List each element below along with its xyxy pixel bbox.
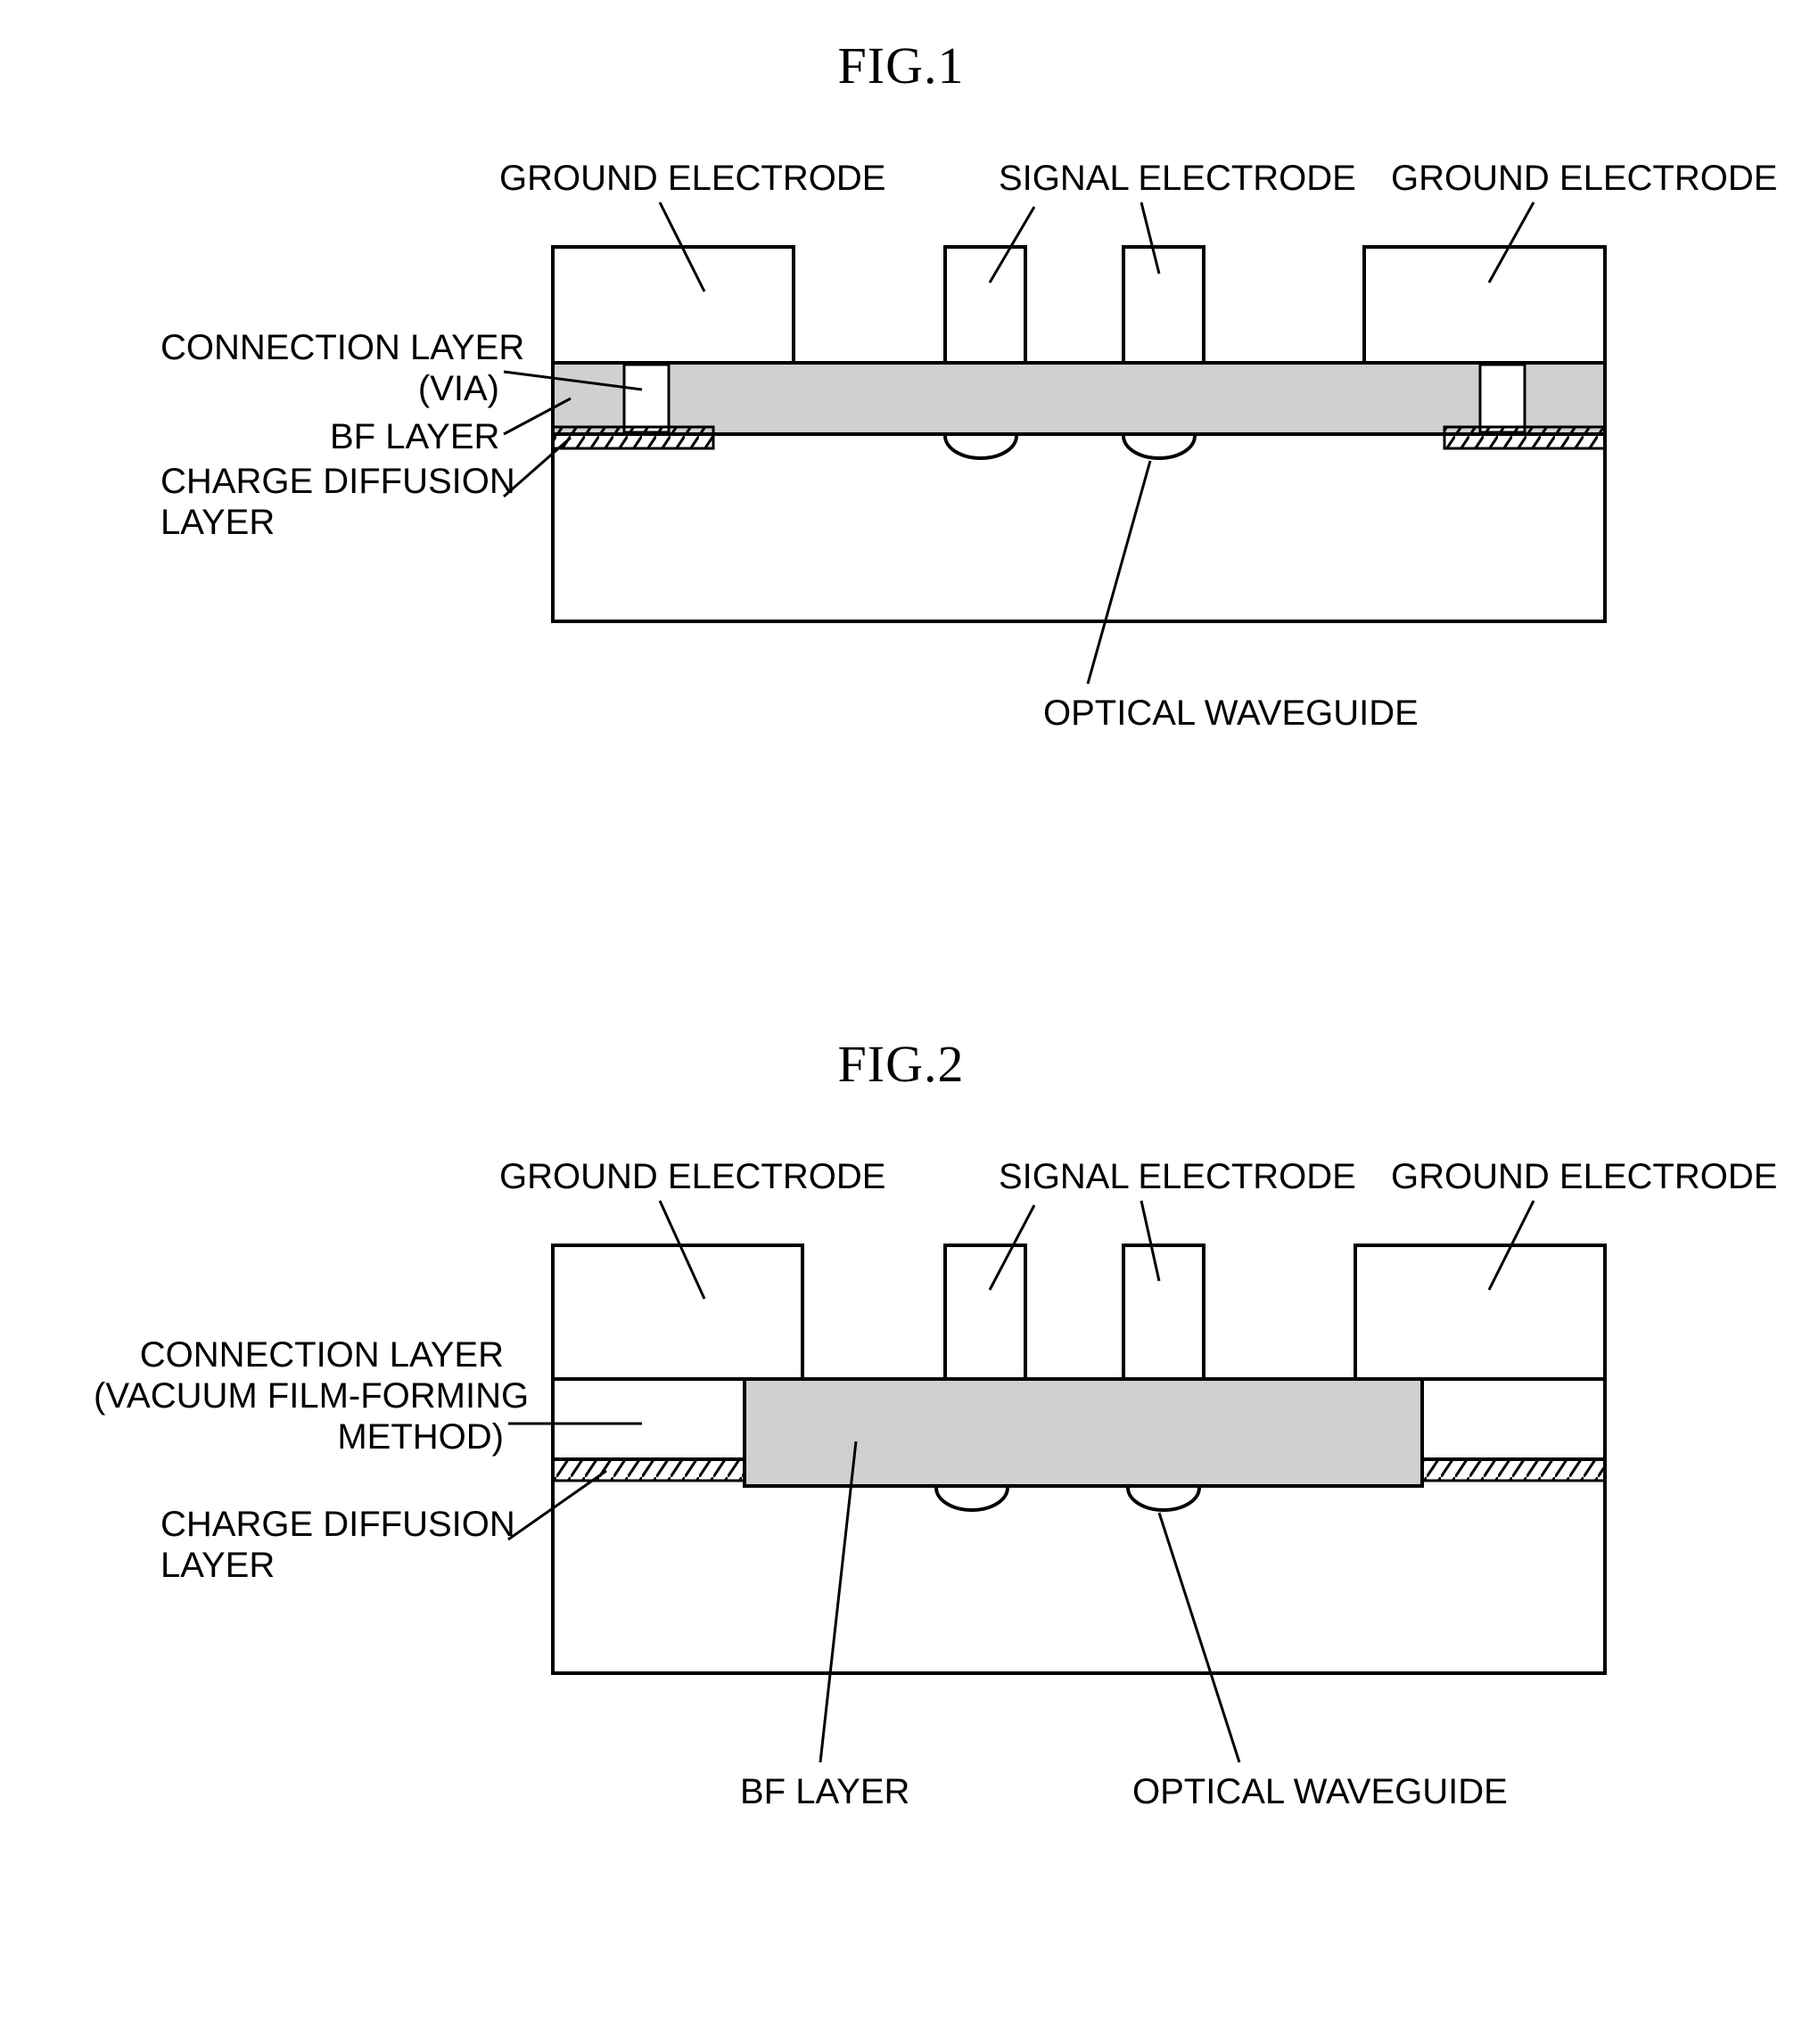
- figure-1-title: FIG.1: [0, 36, 1802, 95]
- figure-2-title: FIG.2: [0, 1034, 1802, 1094]
- figure-1: FIG.1 GROUND ELECTRODE SIGNAL ELECTRODE …: [0, 36, 1802, 835]
- figure-2-diagram: GROUND ELECTRODE SIGNAL ELECTRODE GROUND…: [0, 1156, 1802, 1958]
- figure-2: FIG.2 GROUND ELECTRODE SIGNAL ELECTRODE …: [0, 1034, 1802, 1958]
- figure-1-diagram: GROUND ELECTRODE SIGNAL ELECTRODE GROUND…: [0, 158, 1802, 835]
- figure-1-svg: [0, 158, 1802, 835]
- figure-2-svg: [0, 1156, 1802, 1958]
